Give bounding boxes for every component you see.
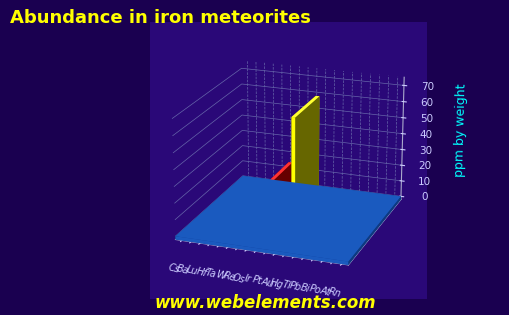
Text: www.webelements.com: www.webelements.com (154, 294, 375, 312)
Text: Abundance in iron meteorites: Abundance in iron meteorites (10, 9, 310, 27)
